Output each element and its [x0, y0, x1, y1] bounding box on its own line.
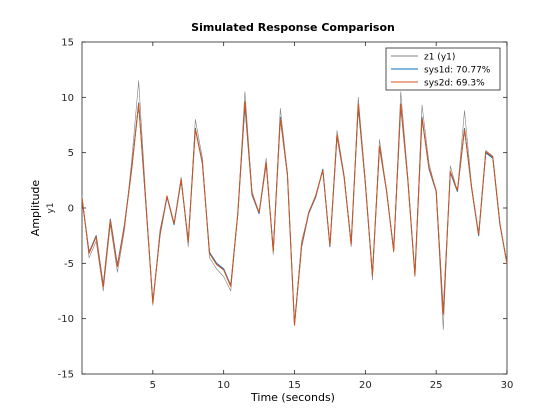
- legend: z1 (y1) sys1d: 70.77% sys2d: 69.3%: [385, 47, 501, 91]
- y-tick-label: 5: [68, 148, 74, 159]
- chart-title: Simulated Response Comparison: [191, 21, 395, 34]
- legend-label-sys2d: sys2d: 69.3%: [424, 79, 485, 89]
- x-tick-label: 15: [288, 380, 301, 391]
- y-axis-channel-label: y1: [46, 202, 56, 213]
- y-axis-label: Amplitude: [29, 180, 42, 237]
- legend-label-sys1d: sys1d: 70.77%: [424, 66, 491, 76]
- y-tick-label: 10: [61, 93, 74, 104]
- x-axis-ticks: 5 10 15 20 25 30: [150, 42, 514, 391]
- y-tick-label: -5: [64, 259, 74, 270]
- y-tick-label: 0: [68, 204, 74, 215]
- legend-label-z1: z1 (y1): [424, 53, 455, 63]
- x-axis-label: Time (seconds): [250, 391, 335, 404]
- series-line-sys2d: [81, 101, 508, 326]
- x-tick-label: 30: [501, 380, 514, 391]
- y-tick-label: -15: [58, 370, 74, 381]
- x-tick-label: 20: [359, 380, 372, 391]
- x-tick-label: 10: [217, 380, 230, 391]
- series-layer: [81, 80, 508, 331]
- y-tick-label: -10: [58, 314, 74, 325]
- x-tick-label: 5: [150, 380, 156, 391]
- y-axis-ticks: -15 -10 -5 0 5 10 15: [58, 38, 507, 381]
- x-tick-label: 25: [430, 380, 443, 391]
- y-tick-label: 15: [61, 38, 74, 49]
